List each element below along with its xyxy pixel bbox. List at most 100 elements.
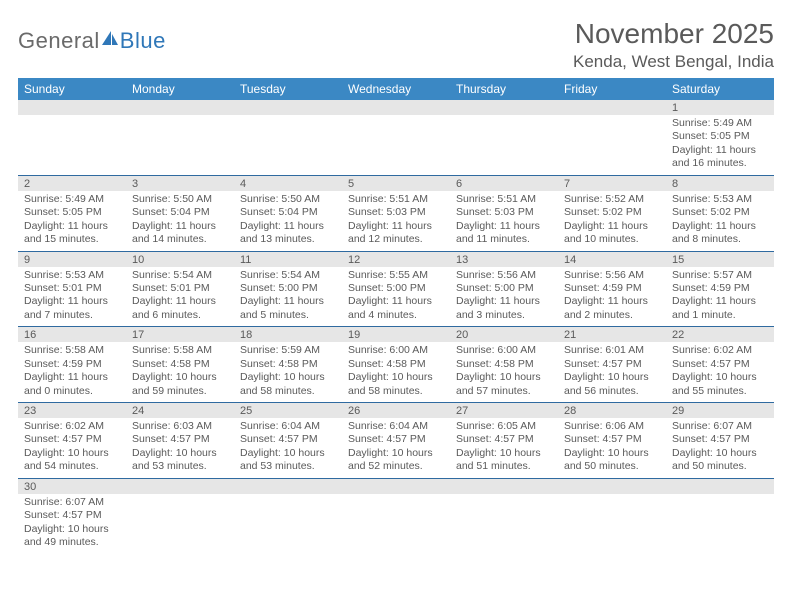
weekday-header: Saturday	[666, 78, 774, 100]
calendar-day-cell: 4Sunrise: 5:50 AMSunset: 5:04 PMDaylight…	[234, 175, 342, 251]
day-details: Sunrise: 5:50 AMSunset: 5:04 PMDaylight:…	[234, 191, 342, 251]
calendar-day-cell: 16Sunrise: 5:58 AMSunset: 4:59 PMDayligh…	[18, 327, 126, 403]
sunset-line: Sunset: 5:04 PM	[132, 206, 228, 219]
calendar-day-cell: 5Sunrise: 5:51 AMSunset: 5:03 PMDaylight…	[342, 175, 450, 251]
sunrise-line: Sunrise: 5:50 AM	[240, 193, 336, 206]
daylight-line: Daylight: 11 hours and 13 minutes.	[240, 220, 336, 247]
sunset-line: Sunset: 4:59 PM	[564, 282, 660, 295]
day-details	[234, 115, 342, 123]
day-number	[234, 100, 342, 115]
calendar-week-row: 16Sunrise: 5:58 AMSunset: 4:59 PMDayligh…	[18, 327, 774, 403]
sunset-line: Sunset: 4:57 PM	[456, 433, 552, 446]
calendar-day-cell: 8Sunrise: 5:53 AMSunset: 5:02 PMDaylight…	[666, 175, 774, 251]
day-details	[450, 494, 558, 502]
calendar-day-cell: 6Sunrise: 5:51 AMSunset: 5:03 PMDaylight…	[450, 175, 558, 251]
sunrise-line: Sunrise: 5:57 AM	[672, 269, 768, 282]
day-number: 9	[18, 252, 126, 267]
day-number: 12	[342, 252, 450, 267]
calendar-week-row: 23Sunrise: 6:02 AMSunset: 4:57 PMDayligh…	[18, 403, 774, 479]
calendar-body: 1Sunrise: 5:49 AMSunset: 5:05 PMDaylight…	[18, 100, 774, 554]
sunset-line: Sunset: 4:57 PM	[348, 433, 444, 446]
day-number: 19	[342, 327, 450, 342]
sunrise-line: Sunrise: 5:55 AM	[348, 269, 444, 282]
sunrise-line: Sunrise: 6:06 AM	[564, 420, 660, 433]
weekday-header: Wednesday	[342, 78, 450, 100]
sunrise-line: Sunrise: 5:51 AM	[348, 193, 444, 206]
sunset-line: Sunset: 5:05 PM	[24, 206, 120, 219]
weekday-header-row: SundayMondayTuesdayWednesdayThursdayFrid…	[18, 78, 774, 100]
day-details: Sunrise: 5:51 AMSunset: 5:03 PMDaylight:…	[342, 191, 450, 251]
day-number: 1	[666, 100, 774, 115]
calendar-day-cell: 18Sunrise: 5:59 AMSunset: 4:58 PMDayligh…	[234, 327, 342, 403]
calendar-day-cell: 28Sunrise: 6:06 AMSunset: 4:57 PMDayligh…	[558, 403, 666, 479]
day-details: Sunrise: 5:56 AMSunset: 5:00 PMDaylight:…	[450, 267, 558, 327]
daylight-line: Daylight: 11 hours and 12 minutes.	[348, 220, 444, 247]
sunset-line: Sunset: 4:58 PM	[132, 358, 228, 371]
calendar-empty-cell	[342, 478, 450, 553]
weekday-header: Friday	[558, 78, 666, 100]
sunset-line: Sunset: 4:57 PM	[24, 509, 120, 522]
daylight-line: Daylight: 11 hours and 7 minutes.	[24, 295, 120, 322]
sunset-line: Sunset: 4:57 PM	[24, 433, 120, 446]
day-details	[450, 115, 558, 123]
daylight-line: Daylight: 11 hours and 1 minute.	[672, 295, 768, 322]
sunrise-line: Sunrise: 5:51 AM	[456, 193, 552, 206]
header-bar: General Blue November 2025 Kenda, West B…	[18, 18, 774, 72]
day-number: 25	[234, 403, 342, 418]
daylight-line: Daylight: 10 hours and 56 minutes.	[564, 371, 660, 398]
weekday-header: Monday	[126, 78, 234, 100]
calendar-empty-cell	[450, 478, 558, 553]
day-details: Sunrise: 6:06 AMSunset: 4:57 PMDaylight:…	[558, 418, 666, 478]
calendar-day-cell: 25Sunrise: 6:04 AMSunset: 4:57 PMDayligh…	[234, 403, 342, 479]
sunrise-line: Sunrise: 5:52 AM	[564, 193, 660, 206]
calendar-empty-cell	[126, 100, 234, 175]
day-number	[558, 100, 666, 115]
sunset-line: Sunset: 5:01 PM	[132, 282, 228, 295]
day-number: 13	[450, 252, 558, 267]
day-details	[126, 494, 234, 502]
daylight-line: Daylight: 10 hours and 53 minutes.	[240, 447, 336, 474]
sunrise-line: Sunrise: 6:01 AM	[564, 344, 660, 357]
day-details: Sunrise: 6:07 AMSunset: 4:57 PMDaylight:…	[666, 418, 774, 478]
sunset-line: Sunset: 5:01 PM	[24, 282, 120, 295]
calendar-day-cell: 29Sunrise: 6:07 AMSunset: 4:57 PMDayligh…	[666, 403, 774, 479]
sunset-line: Sunset: 5:04 PM	[240, 206, 336, 219]
daylight-line: Daylight: 10 hours and 59 minutes.	[132, 371, 228, 398]
day-details: Sunrise: 5:57 AMSunset: 4:59 PMDaylight:…	[666, 267, 774, 327]
calendar-day-cell: 12Sunrise: 5:55 AMSunset: 5:00 PMDayligh…	[342, 251, 450, 327]
calendar-table: SundayMondayTuesdayWednesdayThursdayFrid…	[18, 78, 774, 554]
day-number	[234, 479, 342, 494]
calendar-empty-cell	[18, 100, 126, 175]
calendar-day-cell: 13Sunrise: 5:56 AMSunset: 5:00 PMDayligh…	[450, 251, 558, 327]
calendar-day-cell: 15Sunrise: 5:57 AMSunset: 4:59 PMDayligh…	[666, 251, 774, 327]
calendar-page: General Blue November 2025 Kenda, West B…	[0, 0, 792, 612]
logo-word2: Blue	[120, 28, 166, 54]
day-details: Sunrise: 5:52 AMSunset: 5:02 PMDaylight:…	[558, 191, 666, 251]
day-details: Sunrise: 6:04 AMSunset: 4:57 PMDaylight:…	[342, 418, 450, 478]
calendar-week-row: 30Sunrise: 6:07 AMSunset: 4:57 PMDayligh…	[18, 478, 774, 553]
day-details: Sunrise: 5:58 AMSunset: 4:59 PMDaylight:…	[18, 342, 126, 402]
title-block: November 2025 Kenda, West Bengal, India	[573, 18, 774, 72]
sunrise-line: Sunrise: 5:53 AM	[24, 269, 120, 282]
day-number	[450, 100, 558, 115]
day-number	[666, 479, 774, 494]
day-details: Sunrise: 5:55 AMSunset: 5:00 PMDaylight:…	[342, 267, 450, 327]
calendar-week-row: 9Sunrise: 5:53 AMSunset: 5:01 PMDaylight…	[18, 251, 774, 327]
sunset-line: Sunset: 4:59 PM	[24, 358, 120, 371]
day-number: 20	[450, 327, 558, 342]
daylight-line: Daylight: 11 hours and 0 minutes.	[24, 371, 120, 398]
sunset-line: Sunset: 5:05 PM	[672, 130, 768, 143]
day-details	[18, 115, 126, 123]
weekday-header: Thursday	[450, 78, 558, 100]
weekday-header: Tuesday	[234, 78, 342, 100]
sunrise-line: Sunrise: 6:05 AM	[456, 420, 552, 433]
day-number: 14	[558, 252, 666, 267]
daylight-line: Daylight: 10 hours and 49 minutes.	[24, 523, 120, 550]
day-number: 6	[450, 176, 558, 191]
day-number: 7	[558, 176, 666, 191]
daylight-line: Daylight: 10 hours and 53 minutes.	[132, 447, 228, 474]
day-details: Sunrise: 6:04 AMSunset: 4:57 PMDaylight:…	[234, 418, 342, 478]
day-number: 17	[126, 327, 234, 342]
day-details: Sunrise: 6:02 AMSunset: 4:57 PMDaylight:…	[18, 418, 126, 478]
day-details: Sunrise: 6:03 AMSunset: 4:57 PMDaylight:…	[126, 418, 234, 478]
